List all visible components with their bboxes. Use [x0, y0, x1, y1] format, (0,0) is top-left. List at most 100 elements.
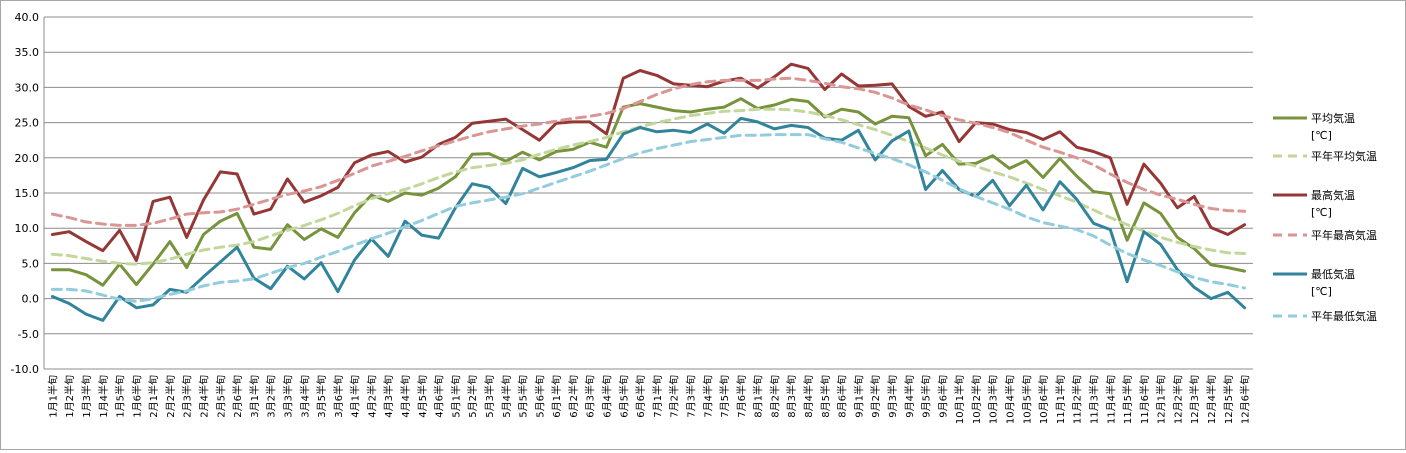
x-tick-label: 12月2半旬 — [1171, 375, 1184, 424]
x-tick-label: 9月5半旬 — [920, 375, 933, 418]
x-tick-label: 10月6半旬 — [1037, 375, 1050, 424]
legend-label: 平年最高気温 — [1311, 228, 1377, 242]
x-tick-label: 11月5半旬 — [1121, 375, 1134, 424]
legend-label: 平年最低気温 — [1311, 309, 1377, 323]
x-tick-label: 9月2半旬 — [869, 375, 882, 418]
y-tick-label: 20.0 — [15, 152, 40, 165]
series-lines — [50, 62, 1247, 322]
x-tick-label: 9月3半旬 — [886, 375, 899, 418]
series-line-2 — [50, 62, 1247, 263]
x-tick-label: 8月6半旬 — [836, 375, 849, 418]
y-tick-label: 15.0 — [15, 187, 40, 200]
series-line-0 — [50, 97, 1247, 287]
x-tick-label: 7月3半旬 — [684, 375, 697, 418]
x-tick-label: 8月4半旬 — [802, 375, 815, 418]
x-tick-label: 12月4半旬 — [1205, 375, 1218, 424]
x-tick-label: 6月1半旬 — [550, 375, 563, 418]
x-tick-label: 1月4半旬 — [97, 375, 110, 418]
x-tick-label: 12月1半旬 — [1155, 375, 1168, 424]
series-line-3 — [50, 76, 1247, 227]
legend-unit: [℃] — [1311, 206, 1332, 219]
x-tick-label: 8月2半旬 — [768, 375, 781, 418]
x-tick-label: 2月1半旬 — [147, 375, 160, 418]
x-tick-label: 10月3半旬 — [987, 375, 1000, 424]
x-tick-label: 8月1半旬 — [752, 375, 765, 418]
x-tick-label: 3月3半旬 — [281, 375, 294, 418]
y-axis-tick-labels: -10.0 -5.0 0.0 5.0 10.0 15.0 20.0 25.0 30.0 35.0 4… — [11, 11, 39, 376]
x-tick-label: 12月5半旬 — [1222, 375, 1235, 424]
x-tick-label: 9月4半旬 — [903, 375, 916, 418]
x-tick-label: 3月4半旬 — [298, 375, 311, 418]
x-tick-label: 7月6半旬 — [735, 375, 748, 418]
x-tick-label: 10月2半旬 — [970, 375, 983, 424]
x-tick-label: 5月1半旬 — [449, 375, 462, 418]
x-tick-label: 10月4半旬 — [1004, 375, 1017, 424]
x-tick-label: 7月4半旬 — [701, 375, 714, 418]
x-tick-label: 10月5半旬 — [1020, 375, 1033, 424]
series-line-5 — [50, 133, 1247, 303]
x-tick-label: 9月1半旬 — [852, 375, 865, 418]
y-tick-label: 40.0 — [15, 11, 40, 24]
x-tick-label: 11月2半旬 — [1071, 375, 1084, 424]
y-tick-label: 25.0 — [15, 117, 40, 130]
x-tick-label: 8月3半旬 — [785, 375, 798, 418]
legend-label: 最低気温 — [1311, 267, 1355, 281]
x-tick-label: 5月3半旬 — [483, 375, 496, 418]
x-tick-label: 3月5半旬 — [315, 375, 328, 418]
x-tick-label: 1月3半旬 — [80, 375, 93, 418]
x-tick-label: 6月4半旬 — [601, 375, 614, 418]
x-axis-tick-labels: 1月1半旬 1月2半旬 1月3半旬 1月4半旬 1月5半旬 1月6半旬 2月1半旬 2月2半旬… — [46, 375, 1251, 424]
x-tick-label: 6月2半旬 — [567, 375, 580, 418]
x-tick-label: 12月6半旬 — [1239, 375, 1252, 424]
x-tick-label: 12月3半旬 — [1188, 375, 1201, 424]
x-tick-label: 1月5半旬 — [114, 375, 127, 418]
x-tick-label: 2月6半旬 — [231, 375, 244, 418]
x-tick-label: 4月2半旬 — [365, 375, 378, 418]
x-tick-label: 4月1半旬 — [349, 375, 362, 418]
x-tick-label: 9月6半旬 — [936, 375, 949, 418]
y-tick-label: 30.0 — [15, 81, 40, 94]
x-tick-label: 3月2半旬 — [265, 375, 278, 418]
legend-label: 平均気温 — [1311, 111, 1355, 125]
y-tick-label: -5.0 — [18, 328, 39, 341]
x-tick-label: 1月1半旬 — [46, 375, 59, 418]
y-tick-label: 5.0 — [22, 257, 40, 270]
x-tick-label: 5月2半旬 — [466, 375, 479, 418]
x-tick-label: 3月6半旬 — [332, 375, 345, 418]
x-tick-label: 11月3半旬 — [1087, 375, 1100, 424]
x-tick-label: 1月2半旬 — [63, 375, 76, 418]
y-tick-label: 0.0 — [22, 293, 40, 306]
y-tick-label: 10.0 — [15, 222, 40, 235]
x-tick-label: 2月3半旬 — [181, 375, 194, 418]
x-tick-label: 6月6半旬 — [634, 375, 647, 418]
x-tick-label: 7月5半旬 — [718, 375, 731, 418]
x-tick-label: 2月2半旬 — [164, 375, 177, 418]
series-line-1 — [50, 107, 1247, 266]
x-tick-label: 11月6半旬 — [1138, 375, 1151, 424]
x-tick-label: 1月6半旬 — [130, 375, 143, 418]
x-tick-label: 4月6半旬 — [433, 375, 446, 418]
x-tick-label: 5月5半旬 — [517, 375, 530, 418]
legend-label: 最高気温 — [1311, 188, 1355, 202]
y-tick-label: 35.0 — [15, 46, 40, 59]
x-tick-label: 5月6半旬 — [533, 375, 546, 418]
x-tick-label: 5月4半旬 — [500, 375, 513, 418]
x-tick-label: 6月5半旬 — [617, 375, 630, 418]
x-tick-label: 4月4半旬 — [399, 375, 412, 418]
x-tick-label: 11月4半旬 — [1104, 375, 1117, 424]
x-tick-label: 3月1半旬 — [248, 375, 261, 418]
legend-unit: [℃] — [1311, 285, 1332, 298]
series-line-4 — [50, 116, 1247, 322]
x-tick-label: 2月5半旬 — [214, 375, 227, 418]
x-tick-label: 7月1半旬 — [651, 375, 664, 418]
legend-label: 平年平均気温 — [1311, 149, 1377, 163]
legend-unit: [℃] — [1311, 129, 1332, 142]
x-tick-label: 6月3半旬 — [584, 375, 597, 418]
x-tick-label: 7月2半旬 — [668, 375, 681, 418]
x-tick-label: 8月5半旬 — [819, 375, 832, 418]
x-tick-label: 4月3半旬 — [382, 375, 395, 418]
x-tick-label: 4月5半旬 — [416, 375, 429, 418]
y-tick-label: -10.0 — [11, 363, 39, 376]
